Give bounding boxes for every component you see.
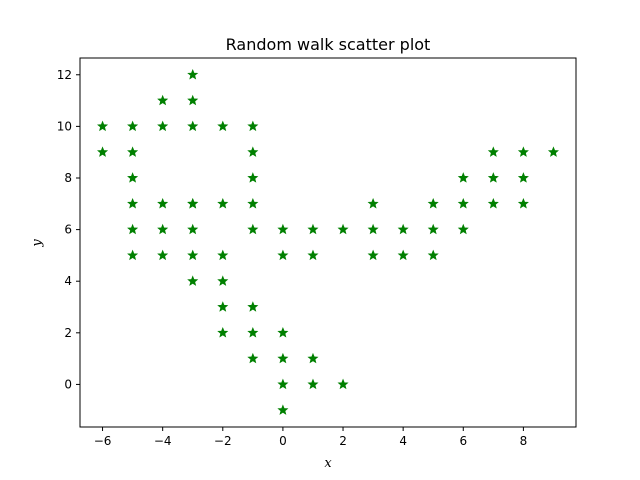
data-point (247, 172, 259, 183)
data-point (247, 223, 259, 235)
data-point (157, 94, 169, 106)
data-point (307, 249, 319, 261)
data-point (457, 197, 469, 209)
data-point (337, 223, 349, 235)
data-point (187, 120, 199, 132)
data-point (127, 146, 139, 157)
data-point (127, 197, 139, 209)
data-point (427, 223, 439, 235)
data-point (217, 301, 229, 312)
x-tick-label: 4 (399, 434, 407, 448)
x-tick-label: −4 (154, 434, 172, 448)
data-point (187, 275, 199, 286)
data-point (307, 352, 319, 364)
data-point (247, 327, 259, 338)
data-point (157, 120, 169, 132)
data-point (127, 120, 139, 132)
data-point (217, 275, 229, 286)
plot-frame (79, 57, 577, 428)
data-point (217, 197, 229, 209)
data-point (517, 197, 529, 209)
data-point (127, 172, 139, 183)
data-point (487, 172, 499, 183)
x-tick-label: 8 (520, 434, 528, 448)
data-point (247, 146, 259, 157)
x-tick-label: −6 (94, 434, 112, 448)
data-point (187, 197, 199, 209)
y-tick-label: 2 (64, 326, 72, 340)
data-point (337, 378, 349, 390)
data-point (247, 352, 259, 364)
data-point (277, 249, 289, 261)
data-point (397, 223, 409, 235)
y-tick-label: 8 (64, 171, 72, 185)
data-point (277, 223, 289, 235)
data-point (247, 197, 259, 209)
data-points (97, 68, 559, 415)
data-point (427, 197, 439, 209)
data-point (97, 146, 109, 157)
x-tick-label: 0 (279, 434, 287, 448)
data-point (277, 404, 289, 415)
data-point (487, 146, 499, 157)
data-point (247, 301, 259, 312)
data-point (157, 223, 169, 235)
data-point (517, 172, 529, 183)
x-tick-label: −2 (214, 434, 232, 448)
y-tick-label: 0 (64, 377, 72, 391)
data-point (367, 249, 379, 261)
data-point (157, 197, 169, 209)
data-point (517, 146, 529, 157)
data-point (187, 223, 199, 235)
data-point (457, 172, 469, 183)
data-point (397, 249, 409, 261)
data-point (307, 223, 319, 235)
data-point (277, 327, 289, 338)
y-tick-label: 10 (57, 119, 72, 133)
data-point (247, 120, 259, 132)
x-tick-label: 6 (459, 434, 467, 448)
x-axis-ticks: −6 −4 −2 0 2 4 6 8 (94, 427, 528, 448)
data-point (217, 120, 229, 132)
data-point (217, 327, 229, 338)
y-axis-label: y (30, 239, 45, 248)
data-point (217, 249, 229, 261)
data-point (187, 249, 199, 261)
data-point (157, 249, 169, 261)
y-tick-label: 4 (64, 274, 72, 288)
data-point (127, 223, 139, 235)
y-tick-label: 6 (64, 223, 72, 237)
data-point (487, 197, 499, 209)
x-tick-label: 2 (339, 434, 347, 448)
data-point (367, 223, 379, 235)
data-point (457, 223, 469, 235)
y-axis-ticks: 0 2 4 6 8 10 12 (57, 68, 80, 391)
data-point (367, 197, 379, 209)
x-axis-label: x (324, 456, 332, 471)
data-point (427, 249, 439, 261)
data-point (277, 352, 289, 364)
data-point (127, 249, 139, 261)
data-point (547, 146, 559, 157)
data-point (187, 94, 199, 106)
data-point (187, 68, 199, 80)
data-point (97, 120, 109, 132)
chart-title: Random walk scatter plot (226, 35, 431, 54)
data-point (307, 378, 319, 390)
y-tick-label: 12 (57, 68, 72, 82)
data-point (277, 378, 289, 390)
